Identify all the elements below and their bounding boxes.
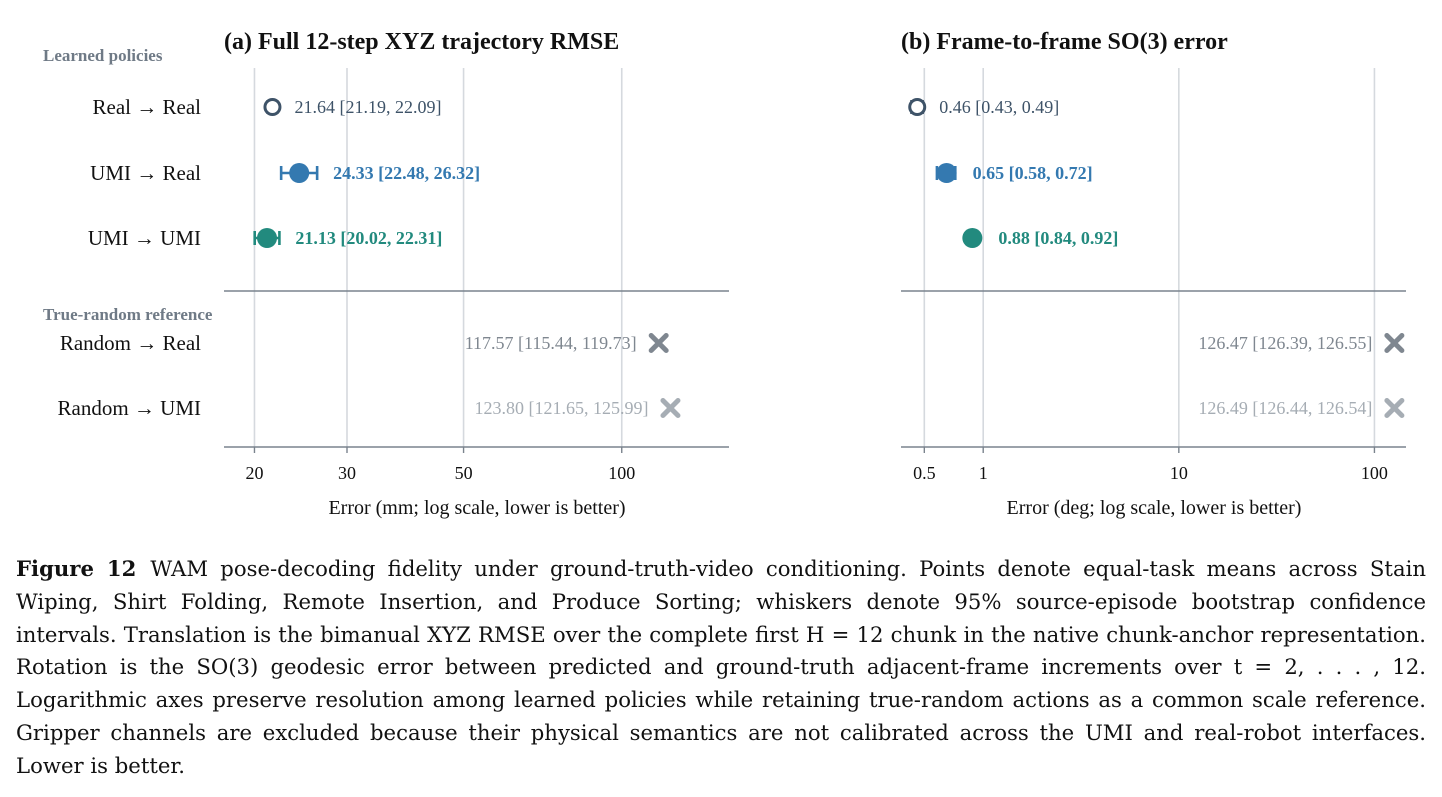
panel-b-tick-label: 100	[1361, 463, 1388, 483]
panel-a-data-label: 123.80 [121.65, 125.99]	[474, 398, 648, 418]
panel-b-data-label: 0.65 [0.58, 0.72]	[973, 163, 1093, 183]
figure-12-chart: (a) Full 12-step XYZ trajectory RMSE (b)…	[43, 29, 1406, 519]
caption-text: WAM pose-decoding fidelity under ground-…	[16, 556, 1426, 778]
panel-b-tick-label: 10	[1170, 463, 1188, 483]
panel-b-data-label: 126.49 [126.44, 126.54]	[1198, 398, 1372, 418]
panel-a-point-marker	[263, 98, 282, 116]
row-label-umi-real: UMI → Real	[90, 161, 201, 185]
panel-b-title: (b) Frame-to-frame SO(3) error	[901, 29, 1228, 55]
panel-b-point-marker	[908, 98, 927, 116]
figure-caption: Figure 12 WAM pose-decoding fidelity unde…	[16, 553, 1426, 783]
row-label-random-umi: Random → UMI	[58, 396, 202, 420]
panel-a-plot: 20 30 50 100 21.64 [21.19, 22.09] 24.33 [22.4…	[224, 68, 729, 483]
panel-b-point-marker	[936, 163, 957, 183]
panel-a-data-label: 21.13 [20.02, 22.31]	[295, 228, 442, 248]
panel-a-point-marker	[257, 228, 278, 248]
panel-a-tick-label: 50	[455, 463, 473, 483]
panel-b-point-marker	[1384, 398, 1405, 418]
panel-a-point-marker	[289, 163, 310, 183]
panel-b-tick-label: 1	[979, 463, 988, 483]
panel-b-data-label: 126.47 [126.39, 126.55]	[1198, 333, 1372, 353]
panel-a-tick-label: 100	[608, 463, 635, 483]
panel-a-point-marker	[660, 398, 681, 418]
panel-a-title: (a) Full 12-step XYZ trajectory RMSE	[224, 29, 619, 55]
panel-a-data-label: 21.64 [21.19, 22.09]	[294, 97, 441, 117]
panel-a-data-label: 117.57 [115.44, 119.73]	[465, 333, 637, 353]
group-label-learned: Learned policies	[43, 46, 163, 65]
panel-b-point-marker	[962, 228, 983, 248]
panel-b-point-marker	[1384, 333, 1405, 353]
panel-b-tick-label: 0.5	[913, 463, 936, 483]
caption-label: Figure 12	[16, 556, 137, 581]
row-label-random-real: Random → Real	[60, 331, 201, 355]
panel-b-data-label: 0.46 [0.43, 0.49]	[939, 97, 1059, 117]
panel-b-plot: 0.5 1 10 100 0.46 [0.43, 0.49] 0.65 [0.58, 0.…	[901, 68, 1406, 483]
panel-b-data-label: 0.88 [0.84, 0.92]	[998, 228, 1118, 248]
panel-a-xlabel: Error (mm; log scale, lower is better)	[328, 497, 625, 519]
panel-a-tick-label: 20	[245, 463, 263, 483]
group-label-random: True-random reference	[43, 305, 213, 324]
row-label-real-real: Real → Real	[93, 95, 202, 119]
panel-a-tick-label: 30	[338, 463, 356, 483]
row-label-umi-umi: UMI → UMI	[88, 226, 201, 250]
panel-b-xlabel: Error (deg; log scale, lower is better)	[1007, 497, 1302, 519]
panel-a-data-label: 24.33 [22.48, 26.32]	[333, 163, 480, 183]
panel-a-point-marker	[648, 333, 669, 353]
